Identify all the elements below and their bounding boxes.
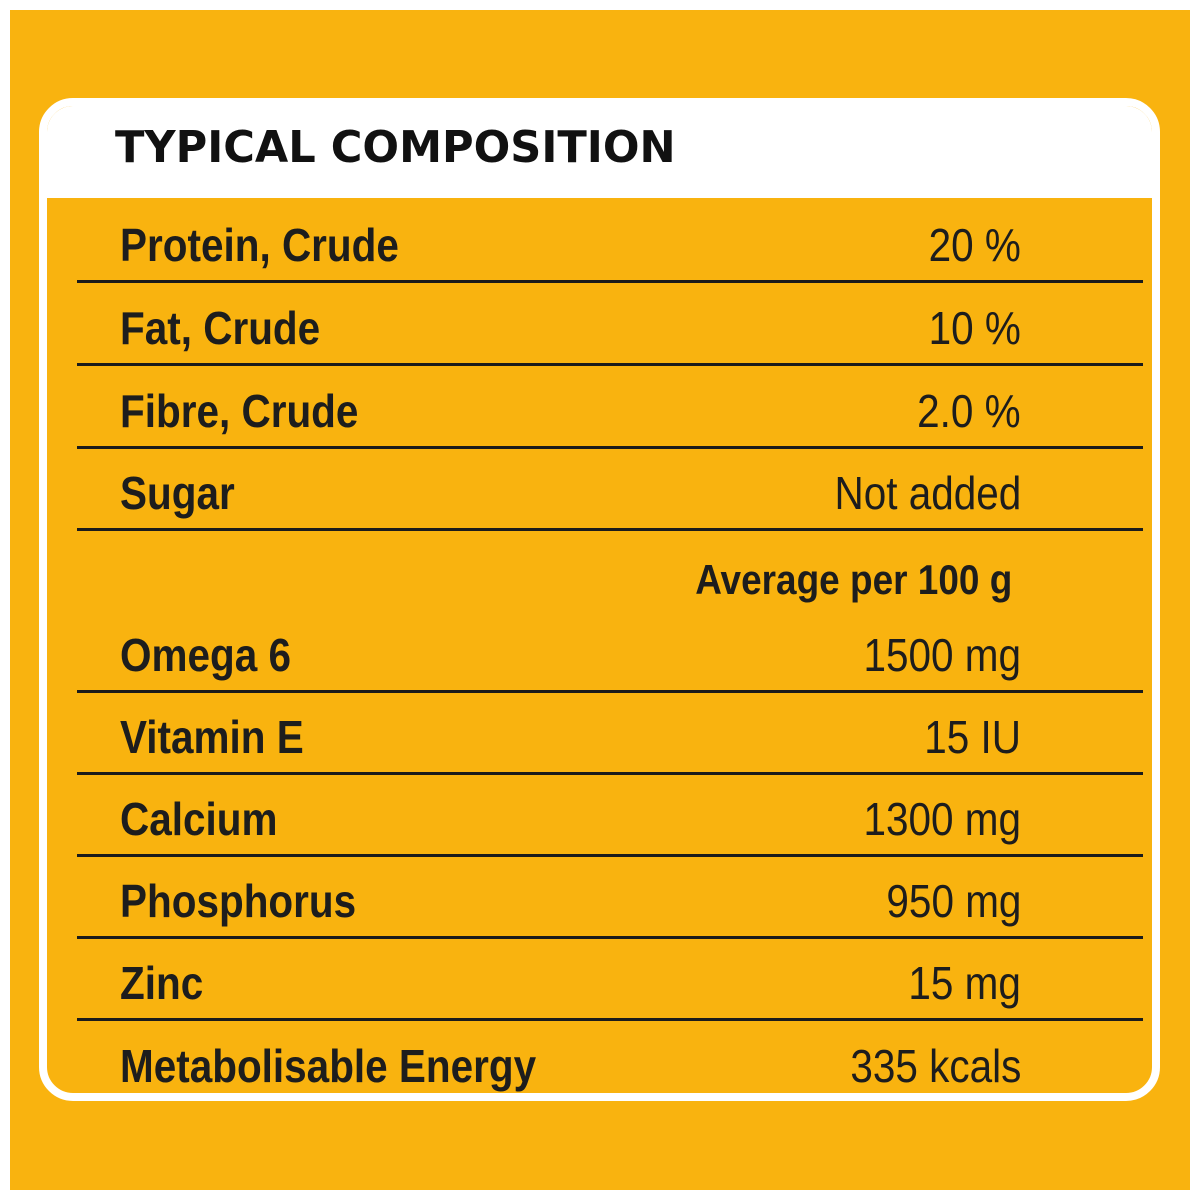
nutrient-row-calcium: Calcium 1300 mg [77,774,1143,857]
card-header: TYPICAL COMPOSITION [47,106,1152,198]
average-per-100g-heading: Average per 100 g [694,556,1012,603]
nutrient-row-phosphorus: Phosphorus 950 mg [77,856,1143,939]
row-label: Zinc [120,957,204,1009]
nutrient-row-vitamin-e: Vitamin E 15 IU [77,692,1143,775]
row-value: 2.0 % [917,385,1021,437]
row-value: 10 % [928,302,1021,354]
composition-card: TYPICAL COMPOSITION Protein, Crude 20 % … [39,98,1160,1101]
row-label: Vitamin E [120,711,304,763]
row-label: Fat, Crude [120,302,321,354]
composition-row-fibre: Fibre, Crude 2.0 % [77,366,1143,449]
row-label: Metabolisable Energy [120,1040,537,1092]
row-value: 335 kcals [849,1040,1021,1092]
row-label: Protein, Crude [120,219,399,271]
row-label: Sugar [120,467,235,519]
row-label: Calcium [120,793,278,845]
row-value: 20 % [928,219,1021,271]
row-label: Omega 6 [120,629,291,681]
nutrient-row-omega6: Omega 6 1500 mg [77,610,1143,693]
row-value: 1500 mg [863,629,1021,681]
row-value: 15 IU [924,711,1021,763]
composition-row-fat: Fat, Crude 10 % [77,283,1143,366]
row-value: 950 mg [885,875,1021,927]
nutrient-row-zinc: Zinc 15 mg [77,938,1143,1021]
card-title: TYPICAL COMPOSITION [115,122,676,173]
row-label: Phosphorus [120,875,357,927]
composition-row-protein: Protein, Crude 20 % [77,200,1143,283]
row-value: Not added [834,467,1021,519]
row-label: Fibre, Crude [120,385,359,437]
row-value: 15 mg [908,957,1021,1009]
composition-row-sugar: Sugar Not added [77,448,1143,531]
composition-panel: TYPICAL COMPOSITION Protein, Crude 20 % … [10,10,1190,1190]
nutrient-row-energy: Metabolisable Energy 335 kcals [77,1021,1143,1093]
row-value: 1300 mg [863,793,1021,845]
